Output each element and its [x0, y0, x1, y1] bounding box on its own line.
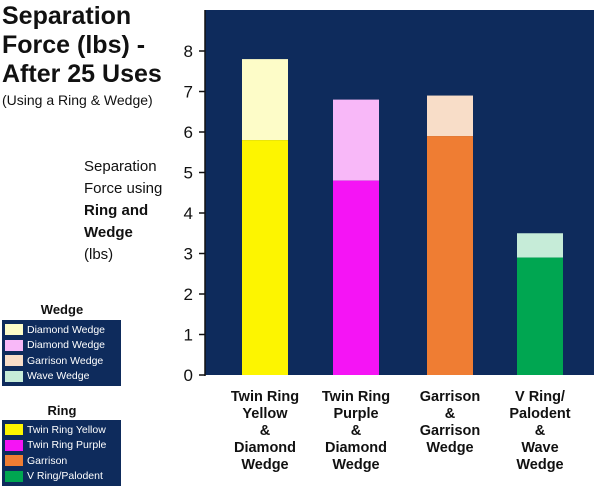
x-tick-label-line: Wedge [241, 457, 289, 473]
y-tick-label: 6 [184, 123, 193, 142]
legend-label: Garrison [27, 454, 68, 467]
bar-wedge-segment [517, 233, 563, 258]
legend-item: Diamond Wedge [5, 322, 121, 338]
legend-swatch [5, 355, 23, 367]
x-tick-label-line: Wave [521, 440, 559, 456]
x-tick-label-line: Purple [333, 406, 379, 422]
chart-title: Separation Force (lbs) - After 25 Uses [2, 2, 162, 88]
y-tick-label: 3 [184, 245, 193, 264]
bar-wedge-segment [242, 59, 288, 141]
legend-swatch [5, 455, 23, 467]
legend-label: Twin Ring Yellow [27, 423, 106, 436]
y-tick-label: 7 [184, 83, 193, 102]
legend-swatch [5, 424, 23, 436]
chart-subtitle: (Using a Ring & Wedge) [2, 92, 153, 108]
x-tick-label-line: & [259, 423, 271, 439]
legend-item: Twin Ring Yellow [5, 422, 121, 438]
legend-swatch [5, 470, 23, 482]
bar-ring-segment [242, 140, 288, 375]
x-tick-label: Twin Ring Purple & Diamond Wedge [308, 389, 404, 474]
x-tick-label-line: Yellow [242, 406, 288, 422]
bar-ring-segment [517, 257, 563, 375]
bar-wedge-segment [427, 95, 473, 137]
legend-swatch [5, 439, 23, 451]
y-axis-label-line: Wedge [84, 224, 133, 241]
legend-label: Garrison Wedge [27, 354, 104, 367]
legend-label: V Ring/Palodent [27, 470, 103, 483]
legend-item: Wave Wedge [5, 369, 121, 385]
legend-label: Twin Ring Purple [27, 439, 107, 452]
x-tick-label-line: Diamond [233, 440, 297, 456]
y-axis-label-line: Force using [84, 180, 163, 197]
y-axis-label-line: (lbs) [84, 246, 114, 263]
legend-swatch [5, 339, 23, 351]
y-tick-label: 0 [184, 366, 193, 385]
y-tick-label: 4 [184, 204, 193, 223]
y-axis-label-line: Ring and [84, 202, 149, 219]
legend-label: Wave Wedge [27, 370, 90, 383]
legend-item: V Ring/Palodent [5, 469, 121, 485]
ring-legend: Twin Ring Yellow Twin Ring Purple Garrison… [2, 420, 121, 486]
legend-item: Diamond Wedge [5, 338, 121, 354]
x-tick-label-line: Wedge [516, 457, 564, 473]
x-tick-label-line: V Ring/ [515, 389, 565, 405]
x-tick-label: Twin Ring Yellow & Diamond Wedge [217, 389, 313, 474]
x-tick-label-line: & [534, 423, 546, 439]
x-tick-label-line: Twin Ring [230, 389, 300, 405]
wedge-legend: Diamond Wedge Diamond Wedge Garrison Wedge… [2, 320, 121, 386]
x-tick-label-line: & [350, 423, 362, 439]
y-tick-label: 2 [184, 285, 193, 304]
legend-swatch [5, 370, 23, 382]
bar-wedge-segment [333, 99, 379, 181]
x-tick-label-line: Wedge [426, 440, 474, 456]
x-tick-label-line: Palodent [509, 406, 571, 422]
x-tick-label-line: Garrison [419, 389, 481, 405]
legend-swatch [5, 324, 23, 336]
bar-ring-segment [333, 180, 379, 375]
y-axis-label-line: Separation [84, 158, 157, 175]
legend-item: Twin Ring Purple [5, 438, 121, 454]
y-tick-label: 8 [184, 42, 193, 61]
ring-legend-title: Ring [47, 403, 77, 418]
x-tick-label-line: Garrison [419, 423, 481, 439]
y-tick-label: 1 [184, 326, 193, 345]
legend-label: Diamond Wedge [27, 339, 106, 352]
legend-item: Garrison Wedge [5, 353, 121, 369]
bar-ring-segment [427, 136, 473, 375]
x-tick-label-line: & [444, 406, 456, 422]
x-tick-label-line: Twin Ring [321, 389, 391, 405]
x-tick-label: Garrison & Garrison Wedge [402, 389, 498, 457]
x-tick-label: V Ring/Palodent & Wave Wedge [492, 389, 588, 474]
y-axis-label: Separation Force using Ring and Wedge (lbs) [84, 156, 194, 266]
legend-label: Diamond Wedge [27, 323, 106, 336]
y-tick-label: 5 [184, 164, 193, 183]
legend-item: Garrison [5, 453, 121, 469]
wedge-legend-title: Wedge [40, 302, 84, 317]
x-tick-label-line: Diamond [324, 440, 388, 456]
x-tick-label-line: Wedge [332, 457, 380, 473]
